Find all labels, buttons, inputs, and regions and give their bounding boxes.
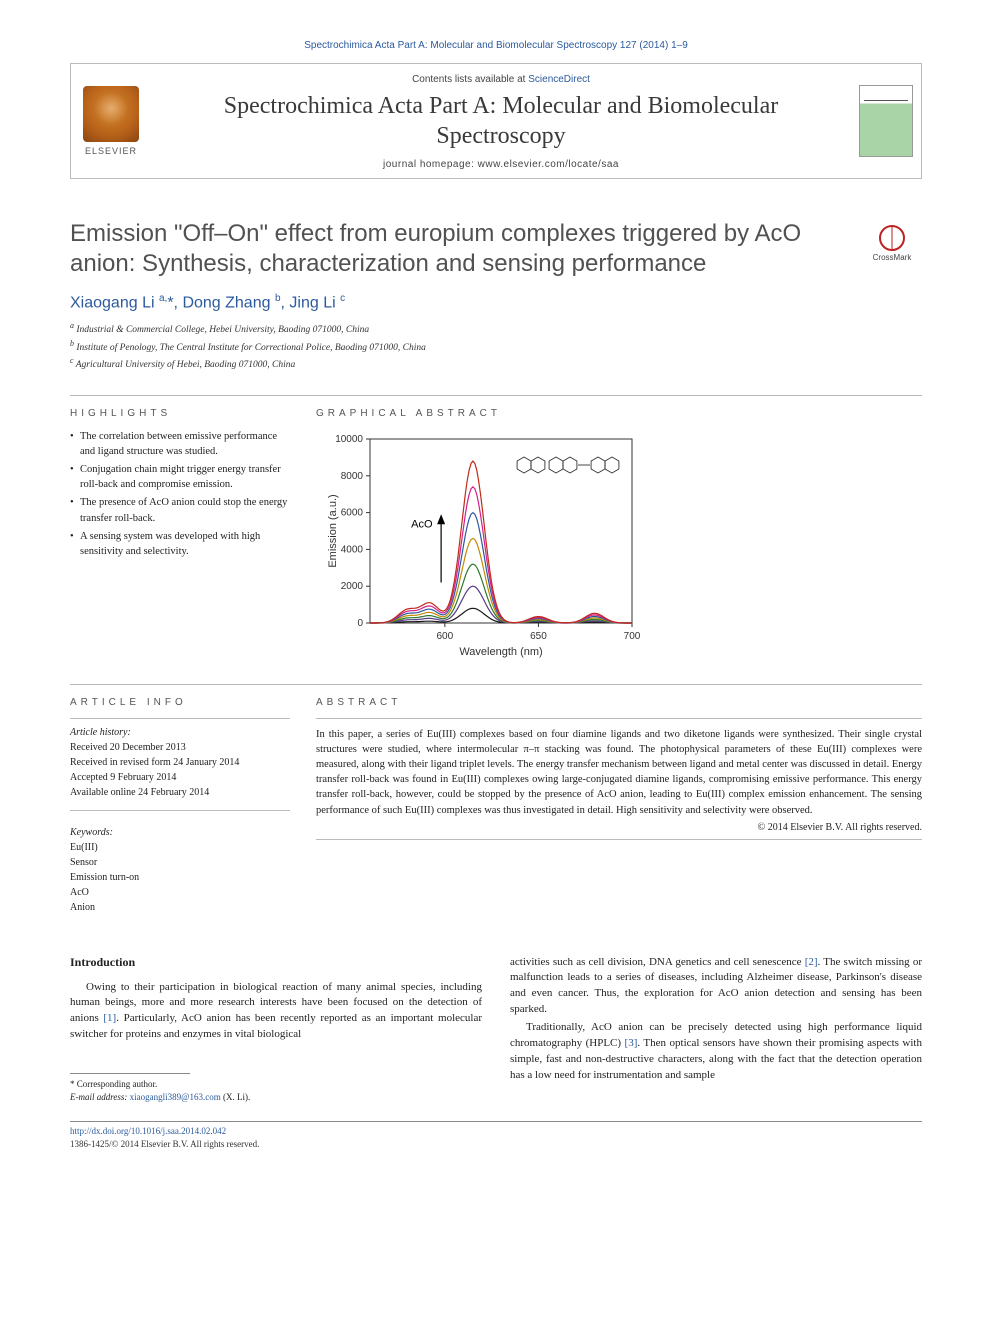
- header-center: Contents lists available at ScienceDirec…: [151, 64, 851, 178]
- affiliation-line: c Agricultural University of Hebei, Baod…: [70, 355, 922, 372]
- citation-bar: Spectrochimica Acta Part A: Molecular an…: [70, 40, 922, 51]
- journal-name: Spectrochimica Acta Part A: Molecular an…: [161, 91, 841, 151]
- affiliation-line: b Institute of Penology, The Central Ins…: [70, 338, 922, 355]
- highlight-item: A sensing system was developed with high…: [70, 529, 290, 559]
- intro-para-2: activities such as cell division, DNA ge…: [510, 955, 922, 1019]
- graphical-abstract-chart: 0 2000 4000 6000 8000 10000 600 650 700 Wavelengt…: [322, 429, 642, 664]
- history-line: Received in revised form 24 January 2014: [70, 755, 290, 770]
- svg-text:8000: 8000: [341, 470, 364, 481]
- svg-text:AcO: AcO: [411, 518, 433, 530]
- affiliations: a Industrial & Commercial College, Hebei…: [70, 320, 922, 372]
- svg-text:600: 600: [437, 631, 454, 642]
- sciencedirect-link[interactable]: ScienceDirect: [528, 74, 590, 85]
- affiliation-line: a Industrial & Commercial College, Hebei…: [70, 320, 922, 337]
- highlight-item: Conjugation chain might trigger energy t…: [70, 462, 290, 492]
- info-abstract-row: ARTICLE INFO Article history: Received 2…: [70, 685, 922, 915]
- issn-copyright: 1386-1425/© 2014 Elsevier B.V. All right…: [70, 1138, 922, 1151]
- keyword: Emission turn-on: [70, 870, 290, 885]
- keywords-block: Keywords: Eu(III)SensorEmission turn-onA…: [70, 825, 290, 915]
- svg-text:650: 650: [530, 631, 547, 642]
- history-line: Available online 24 February 2014: [70, 785, 290, 800]
- keyword: AcO: [70, 885, 290, 900]
- author-email[interactable]: xiaogangli389@163.com: [130, 1092, 221, 1102]
- corresponding-author-footnote: * Corresponding author. E-mail address: …: [70, 1078, 482, 1103]
- history-label: Article history:: [70, 725, 290, 740]
- email-label: E-mail address:: [70, 1092, 130, 1102]
- crossmark-icon: [879, 225, 905, 251]
- corr-author: * Corresponding author.: [70, 1078, 482, 1091]
- keyword: Sensor: [70, 855, 290, 870]
- svg-text:2000: 2000: [341, 581, 364, 592]
- footer: http://dx.doi.org/10.1016/j.saa.2014.02.…: [70, 1121, 922, 1150]
- highlight-item: The correlation between emissive perform…: [70, 429, 290, 459]
- introduction-block: Introduction Owing to their participatio…: [70, 955, 922, 1104]
- journal-cover: [851, 64, 921, 178]
- svg-text:4000: 4000: [341, 544, 364, 555]
- intro-para-1: Owing to their participation in biologic…: [70, 980, 482, 1044]
- cover-thumbnail-icon: [859, 85, 913, 157]
- svg-text:6000: 6000: [341, 507, 364, 518]
- crossmark-label: CrossMark: [873, 253, 912, 262]
- history-line: Accepted 9 February 2014: [70, 770, 290, 785]
- article-info-label: ARTICLE INFO: [70, 697, 290, 708]
- authors: Xiaogang Li a,*, Dong Zhang b, Jing Li c: [70, 293, 922, 312]
- history-line: Received 20 December 2013: [70, 740, 290, 755]
- contents-available: Contents lists available at ScienceDirec…: [161, 74, 841, 85]
- abstract-text: In this paper, a series of Eu(III) compl…: [316, 727, 922, 818]
- svg-text:Wavelength (nm): Wavelength (nm): [459, 646, 542, 658]
- keyword: Anion: [70, 900, 290, 915]
- svg-text:0: 0: [357, 618, 363, 629]
- highlight-item: The presence of AcO anion could stop the…: [70, 495, 290, 525]
- svg-text:10000: 10000: [335, 434, 363, 445]
- title-row: Emission "Off–On" effect from europium c…: [70, 219, 922, 279]
- abstract-label: ABSTRACT: [316, 697, 922, 708]
- doi-link[interactable]: http://dx.doi.org/10.1016/j.saa.2014.02.…: [70, 1126, 226, 1136]
- article-title: Emission "Off–On" effect from europium c…: [70, 219, 862, 279]
- keyword: Eu(III): [70, 840, 290, 855]
- highlights-label: HIGHLIGHTS: [70, 408, 290, 419]
- article-history: Article history: Received 20 December 20…: [70, 725, 290, 800]
- contents-prefix: Contents lists available at: [412, 74, 528, 85]
- highlights-graphical-row: HIGHLIGHTS The correlation between emiss…: [70, 396, 922, 670]
- homepage-line: journal homepage: www.elsevier.com/locat…: [161, 159, 841, 170]
- svg-text:Emission (a.u.): Emission (a.u.): [327, 494, 339, 567]
- graphical-abstract-label: GRAPHICAL ABSTRACT: [316, 408, 922, 419]
- svg-text:700: 700: [624, 631, 641, 642]
- copyright: © 2014 Elsevier B.V. All rights reserved…: [316, 822, 922, 833]
- elsevier-tree-icon: [83, 86, 139, 142]
- publisher-label: ELSEVIER: [85, 146, 137, 156]
- intro-para-3: Traditionally, AcO anion can be precisel…: [510, 1020, 922, 1084]
- journal-header: ELSEVIER Contents lists available at Sci…: [70, 63, 922, 179]
- keywords-label: Keywords:: [70, 825, 290, 840]
- email-who: (X. Li).: [221, 1092, 251, 1102]
- intro-heading: Introduction: [70, 955, 482, 970]
- crossmark-badge[interactable]: CrossMark: [862, 219, 922, 262]
- publisher-logo-block: ELSEVIER: [71, 64, 151, 178]
- highlights-list: The correlation between emissive perform…: [70, 429, 290, 560]
